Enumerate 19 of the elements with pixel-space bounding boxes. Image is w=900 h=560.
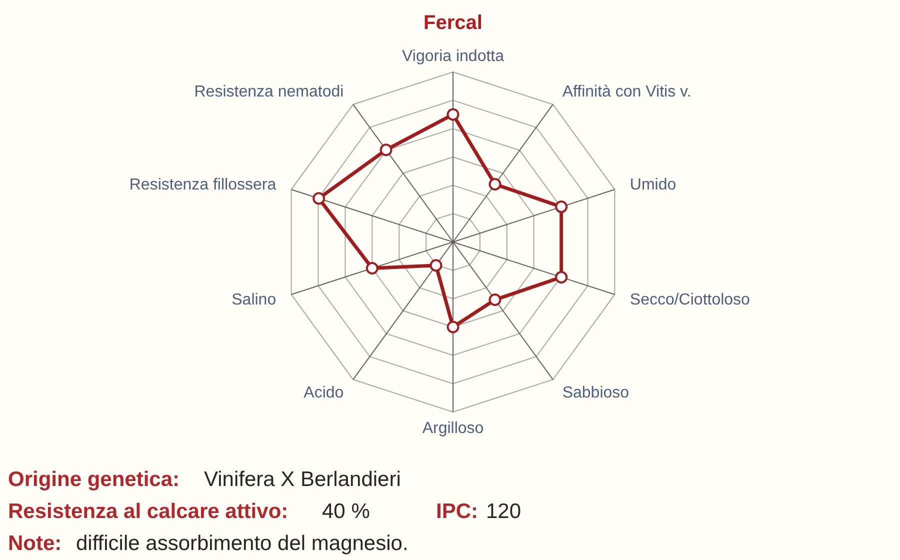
text: Resistenza al calcare attivo: bbox=[8, 500, 288, 523]
text: Vinifera X Berlandieri bbox=[204, 468, 401, 491]
spoke-label: Affinità con Vitis v. bbox=[562, 84, 692, 101]
spoke-label: Secco/Ciottoloso bbox=[630, 291, 750, 308]
spoke-label: Resistenza nematodi bbox=[194, 84, 344, 101]
text: 40 % bbox=[322, 500, 370, 523]
spoke-label: Sabbioso bbox=[562, 384, 630, 402]
spoke-label: Argilloso bbox=[422, 420, 484, 437]
text: difficile assorbimento del magnesio. bbox=[76, 532, 408, 555]
spoke-label: Salino bbox=[232, 291, 276, 308]
spoke-label: Umido bbox=[630, 176, 676, 194]
spoke-label: Resistenza fillossera bbox=[129, 176, 276, 194]
spoke-label: Vigoria indotta bbox=[402, 48, 504, 65]
spoke-label: Acido bbox=[304, 384, 344, 402]
text: Note: bbox=[8, 532, 62, 555]
chart-title: Fercal bbox=[424, 12, 482, 34]
text: 120 bbox=[486, 500, 522, 523]
text: Origine genetica: bbox=[8, 468, 180, 491]
text: IPC: bbox=[436, 500, 478, 523]
